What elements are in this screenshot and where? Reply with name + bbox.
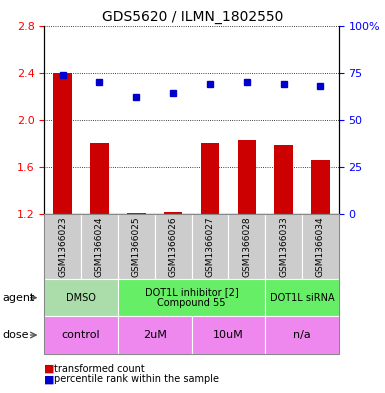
- Text: DOT1L inhibitor [2]
Compound 55: DOT1L inhibitor [2] Compound 55: [145, 287, 238, 309]
- Text: GSM1366026: GSM1366026: [169, 216, 177, 277]
- Bar: [201, 143, 219, 214]
- Text: transformed count: transformed count: [54, 364, 145, 374]
- Text: ■: ■: [44, 364, 55, 374]
- Text: control: control: [62, 330, 100, 340]
- Bar: [311, 160, 330, 214]
- Text: GSM1366025: GSM1366025: [132, 216, 141, 277]
- Bar: [164, 212, 182, 214]
- Bar: [275, 145, 293, 214]
- Text: percentile rank within the sample: percentile rank within the sample: [54, 374, 219, 384]
- Text: GSM1366033: GSM1366033: [279, 216, 288, 277]
- Text: dose: dose: [2, 330, 28, 340]
- Text: DMSO: DMSO: [66, 293, 96, 303]
- Text: ■: ■: [44, 374, 55, 384]
- Bar: [127, 213, 146, 214]
- Text: GSM1366024: GSM1366024: [95, 217, 104, 277]
- Text: GDS5620 / ILMN_1802550: GDS5620 / ILMN_1802550: [102, 10, 283, 24]
- Text: 2uM: 2uM: [143, 330, 167, 340]
- Text: DOT1L siRNA: DOT1L siRNA: [270, 293, 334, 303]
- Text: GSM1366028: GSM1366028: [242, 216, 251, 277]
- Text: GSM1366034: GSM1366034: [316, 216, 325, 277]
- Text: GSM1366027: GSM1366027: [206, 216, 214, 277]
- Bar: [54, 73, 72, 214]
- Text: n/a: n/a: [293, 330, 311, 340]
- Bar: [90, 143, 109, 214]
- Text: 10uM: 10uM: [213, 330, 244, 340]
- Text: agent: agent: [2, 293, 34, 303]
- Bar: [238, 140, 256, 214]
- Text: GSM1366023: GSM1366023: [58, 216, 67, 277]
